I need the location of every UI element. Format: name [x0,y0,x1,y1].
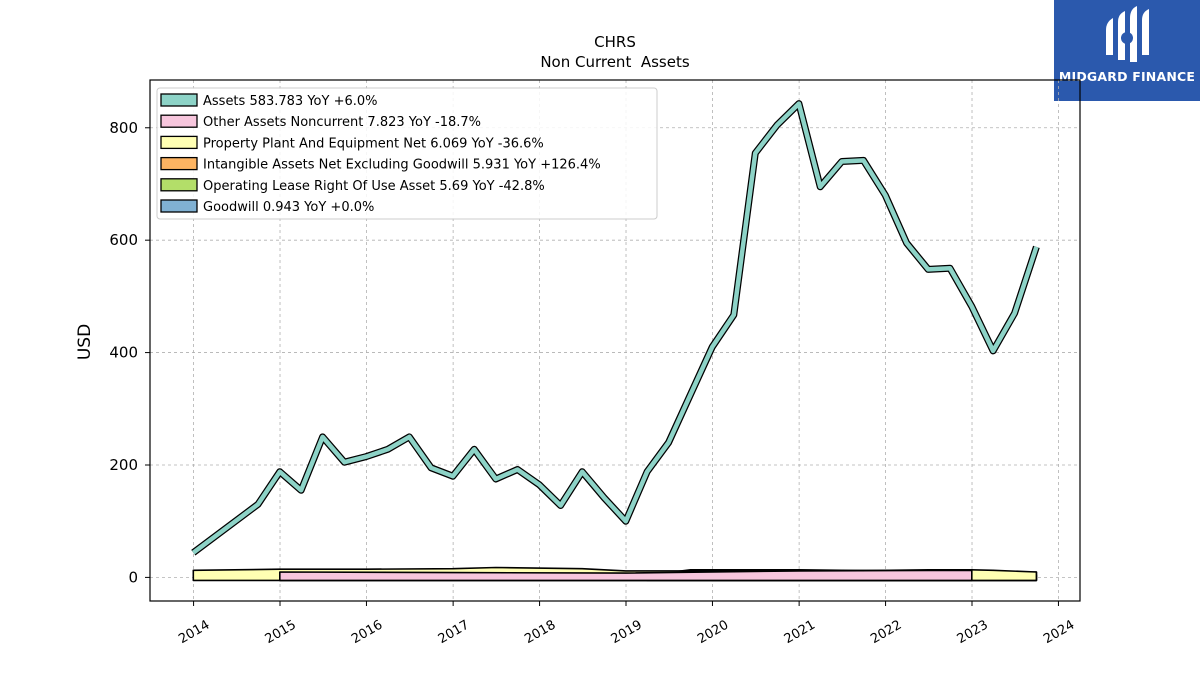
x-tick-label: 2021 [782,618,818,648]
legend-swatch [160,199,198,213]
series-line [191,101,1039,555]
plot-frame [149,79,1081,602]
brand-name: MIDGARD FINANCE [1058,69,1196,84]
x-axis: 2014 2015 2016 2017 2018 2019 2020 2021 2022 2023… [176,601,1077,647]
legend-swatch [160,178,198,192]
legend: Assets 583.783 YoY +6.0% Other Assets Non… [156,87,658,220]
y-axis: 0 200 400 600 800 [109,119,150,586]
x-tick-label: 2023 [955,618,991,648]
y-tick-label: 400 [109,344,138,362]
legend-swatch [160,93,198,107]
x-tick-label: 2014 [176,618,212,648]
y-tick-label: 200 [109,456,138,474]
chart-subtitle: Non Current Assets [540,53,690,71]
legend-entry: Operating Lease Right Of Use Asset 5.69 … [203,179,545,194]
y-axis-label: USD [75,324,95,360]
legend-box [156,87,658,220]
brand-logo: MIDGARD FINANCE [1054,0,1200,101]
legend-entry: Intangible Assets Net Excluding Goodwill… [203,158,601,173]
series-layer [191,100,1040,582]
legend-swatch [160,156,198,171]
legend-entry: Property Plant And Equipment Net 6.069 Y… [203,136,544,151]
x-tick-label: 2015 [263,618,299,648]
x-tick-label: 2017 [436,618,472,648]
series-area [279,569,973,582]
y-tick-label: 600 [109,231,138,249]
x-tick-label: 2024 [1041,618,1077,648]
x-tick-label: 2018 [522,618,558,648]
legend-entry: Assets 583.783 YoY +6.0% [203,94,378,109]
legend-entry: Other Assets Noncurrent 7.823 YoY -18.7% [203,115,481,130]
legend-entry: Goodwill 0.943 YoY +0.0% [203,200,374,215]
x-tick-label: 2016 [349,618,385,648]
x-tick-label: 2020 [695,618,731,648]
y-tick-label: 800 [109,119,138,137]
chart-title: CHRS [594,33,636,51]
logo-mark-icon [1106,6,1149,62]
y-tick-label: 0 [128,568,138,586]
x-tick-label: 2019 [609,618,645,648]
legend-swatch [160,135,198,150]
legend-swatch [160,114,198,128]
x-tick-label: 2022 [868,618,904,648]
